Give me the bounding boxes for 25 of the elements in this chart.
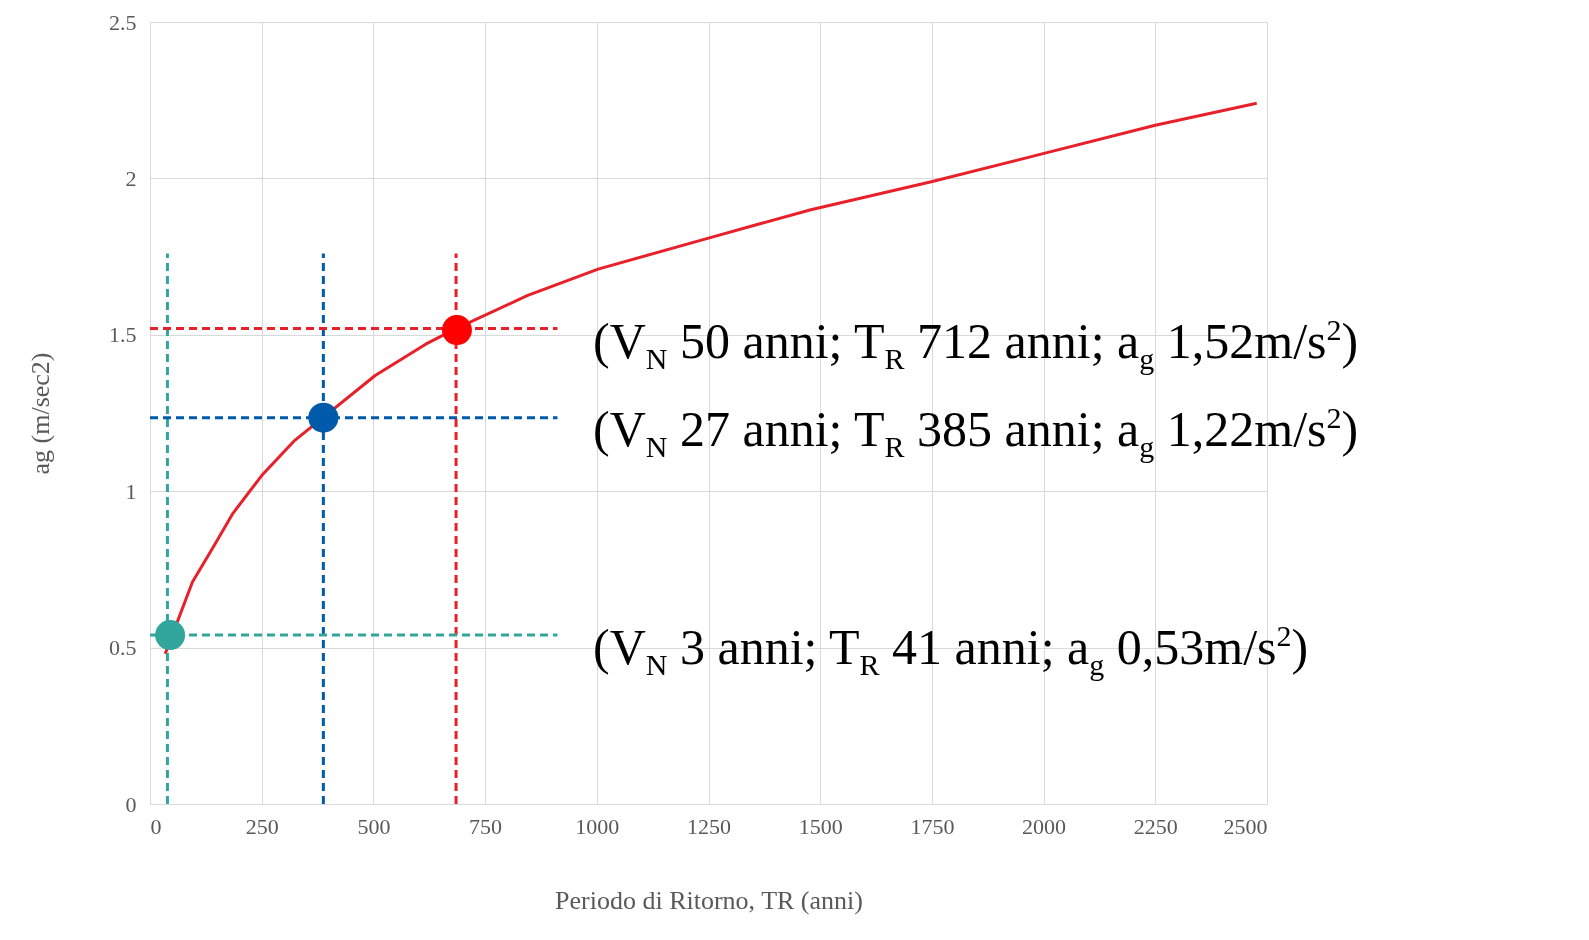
x-tick-label: 2000 xyxy=(1022,813,1067,839)
x-tick-label: 1000 xyxy=(575,813,620,839)
point xyxy=(308,402,339,433)
x-tick-label: 2500 xyxy=(1223,813,1268,839)
y-tick-label: 2.5 xyxy=(109,9,137,35)
y-tick-label: 0 xyxy=(125,791,137,817)
y-tick-label: 0.5 xyxy=(109,635,137,661)
x-tick-label: 2250 xyxy=(1133,813,1178,839)
y-tick-label: 2 xyxy=(125,165,137,191)
x-tick-label: 250 xyxy=(245,813,279,839)
y-tick-label: 1.5 xyxy=(109,322,137,348)
x-axis-title: Periodo di Ritorno, TR (anni) xyxy=(555,885,863,915)
point xyxy=(441,315,472,346)
x-tick-label: 500 xyxy=(357,813,391,839)
point xyxy=(155,620,186,651)
x-tick-label: 0 xyxy=(150,813,162,839)
y-axis-title: ag (m/sec2) xyxy=(26,352,55,475)
x-tick-label: 1750 xyxy=(910,813,955,839)
y-tick-label: 1 xyxy=(125,478,137,504)
x-tick-label: 1500 xyxy=(798,813,843,839)
text: (V$_{N}$ 50 anni; T$_{R}$ 712 anni; a$_{g}$ 1,52m/s$^{2}$) xyxy=(593,312,1359,375)
text: (V$_{N}$ 27 anni; T$_{R}$ 385 anni; a$_{g}$ 1,22m/s$^{2}$) xyxy=(593,400,1359,463)
x-tick-label: 750 xyxy=(469,813,503,839)
text: (V$_{N}$ 3 anni; T$_{R}$ 41 anni; a$_{g}$ 0,53m/s$^{2}$) xyxy=(593,618,1309,681)
x-tick-label: 1250 xyxy=(687,813,731,839)
